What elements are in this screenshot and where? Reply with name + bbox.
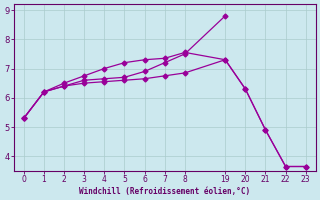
X-axis label: Windchill (Refroidissement éolien,°C): Windchill (Refroidissement éolien,°C) [79,187,250,196]
